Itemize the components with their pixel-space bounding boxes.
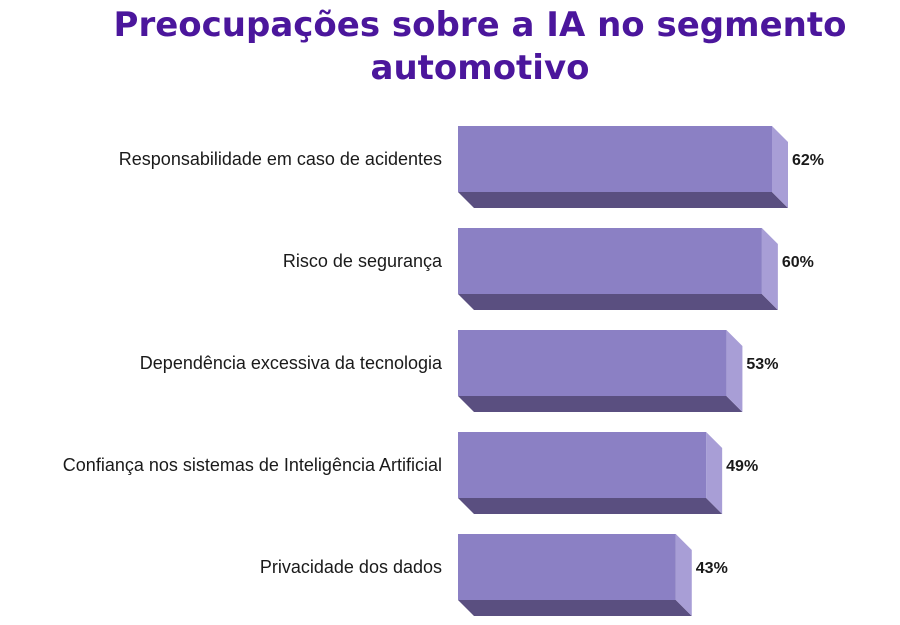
bar-bottom-face [458,396,743,412]
bar-bottom-face [458,192,788,208]
category-label: Confiança nos sistemas de Inteligência A… [63,455,442,475]
value-label: 62% [792,152,824,169]
bar-bottom-face [458,294,778,310]
bar-side-face [706,432,723,514]
chart-title: Preocupações sobre a IA no segmento auto… [113,5,847,88]
category-label: Dependência excessiva da tecnologia [140,353,443,373]
bar-side-face [761,228,778,310]
bar [458,126,772,192]
bar-side-face [772,126,788,208]
value-label: 60% [782,254,814,271]
bar-side-face [726,330,743,412]
value-label: 53% [746,356,778,373]
bar [458,228,762,294]
bar-bottom-face [458,600,692,616]
value-label: 43% [696,560,728,577]
category-label: Risco de segurança [283,251,443,271]
bar [458,534,676,600]
value-label: 49% [726,458,758,475]
bar-side-face [675,534,692,616]
bar-bottom-face [458,498,723,514]
category-label: Privacidade dos dados [260,557,442,577]
category-label: Responsabilidade em caso de acidentes [119,149,442,169]
bar [458,330,727,396]
bar [458,432,707,498]
